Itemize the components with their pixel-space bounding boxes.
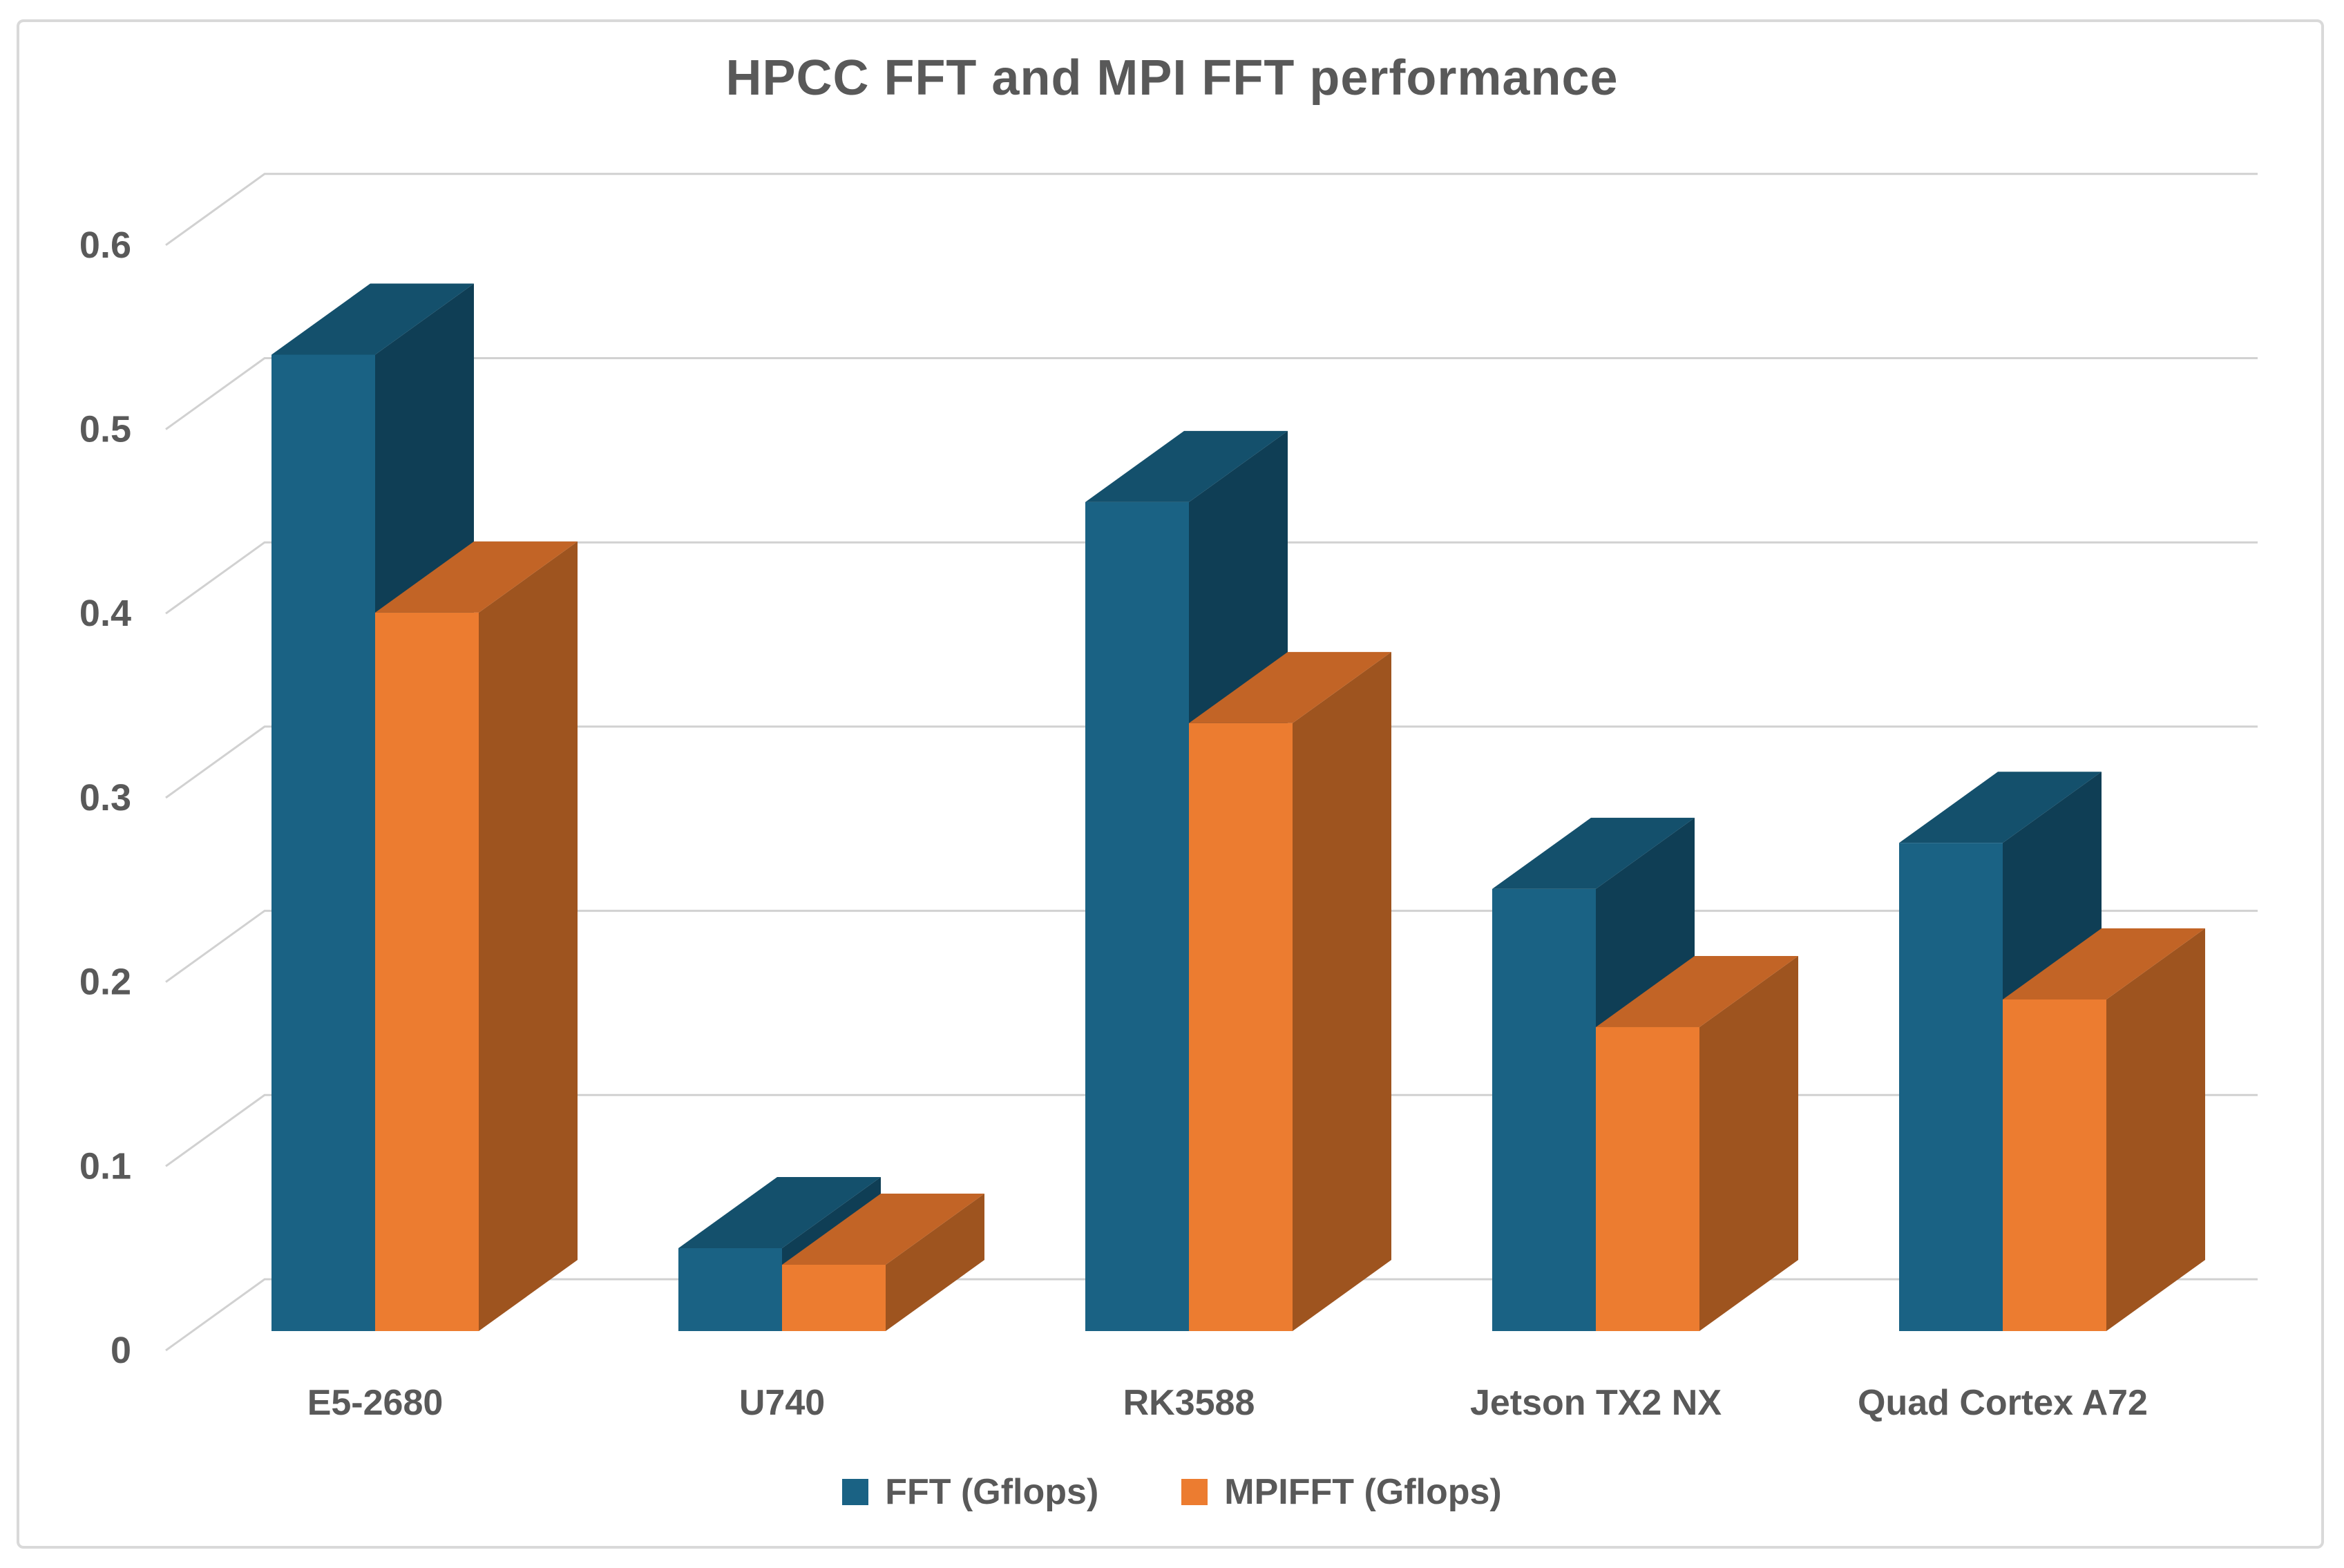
bar-mpifft-e5-2680-front	[375, 612, 479, 1331]
bar-fft-jetson-tx2-nx-top	[1492, 817, 1695, 889]
x-category-label-u740: U740	[739, 1383, 825, 1423]
bar-mpifft-e5-2680-top	[375, 541, 578, 613]
bar-mpifft-jetson-tx2-nx-front	[1596, 1026, 1699, 1331]
bar-mpifft-jetson-tx2-nx-side	[1699, 955, 1798, 1331]
y-tick-label-0: 0	[111, 1330, 131, 1371]
y-tick-label-0.2: 0.2	[79, 962, 131, 1003]
mpifft-series-swatch-icon	[1181, 1479, 1208, 1505]
legend-item-fft: FFT (Gflops)	[842, 1471, 1098, 1513]
y-tick-label-0.1: 0.1	[79, 1145, 131, 1187]
gridline-0.5	[165, 357, 2258, 430]
y-tick-label-0.4: 0.4	[79, 593, 131, 634]
bar-fft-quad-cortex-a72-front	[1899, 843, 2003, 1331]
x-category-label-rk3588: RK3588	[1123, 1383, 1255, 1423]
gridline-0.3	[165, 725, 2258, 799]
bar-fft-rk3588-front	[1085, 501, 1189, 1331]
bar-mpifft-rk3588-top	[1189, 651, 1391, 723]
bar-fft-quad-cortex-a72-top	[1899, 772, 2102, 843]
bar-mpifft-rk3588-front	[1189, 723, 1293, 1331]
legend-label-fft: FFT (Gflops)	[885, 1472, 1099, 1512]
y-tick-label-0.5: 0.5	[79, 409, 131, 450]
bar-mpifft-quad-cortex-a72-front	[2003, 999, 2106, 1331]
x-category-label-quad-cortex-a72: Quad Cortex A72	[1858, 1383, 2148, 1423]
bar-fft-u740-front	[678, 1247, 782, 1331]
chart-legend: FFT (Gflops) MPIFFT (Gflops)	[0, 1471, 2344, 1513]
fft-series-swatch-icon	[842, 1479, 869, 1505]
bar-fft-u740-top	[678, 1176, 881, 1248]
bar-fft-e5-2680-top	[271, 283, 474, 355]
y-tick-label-0.6: 0.6	[79, 224, 131, 266]
bar-mpifft-u740-top	[782, 1193, 984, 1265]
x-category-label-jetson-tx2-nx: Jetson TX2 NX	[1470, 1383, 1722, 1423]
legend-label-mpifft: MPIFFT (Gflops)	[1224, 1472, 1502, 1512]
bar-mpifft-jetson-tx2-nx-top	[1596, 955, 1798, 1027]
gridline-0.6	[165, 173, 2258, 247]
gridline-0.4	[165, 541, 2258, 615]
bar-mpifft-rk3588-side	[1293, 651, 1391, 1331]
bar-fft-jetson-tx2-nx-front	[1492, 888, 1596, 1331]
chart-title: HPCC FFT and MPI FFT performance	[725, 50, 1619, 106]
bar-fft-e5-2680-front	[271, 354, 375, 1331]
bar-mpifft-quad-cortex-a72-top	[2003, 928, 2205, 1000]
bar-mpifft-u740-front	[782, 1264, 886, 1331]
bar-mpifft-quad-cortex-a72-side	[2106, 928, 2205, 1331]
y-tick-label-0.3: 0.3	[79, 777, 131, 819]
bar-fft-rk3588-top	[1085, 430, 1288, 502]
bar-mpifft-u740-side	[886, 1193, 984, 1331]
legend-item-mpifft: MPIFFT (Gflops)	[1181, 1471, 1502, 1513]
x-category-label-e5-2680: E5-2680	[307, 1383, 444, 1423]
bar-mpifft-e5-2680-side	[479, 541, 578, 1331]
